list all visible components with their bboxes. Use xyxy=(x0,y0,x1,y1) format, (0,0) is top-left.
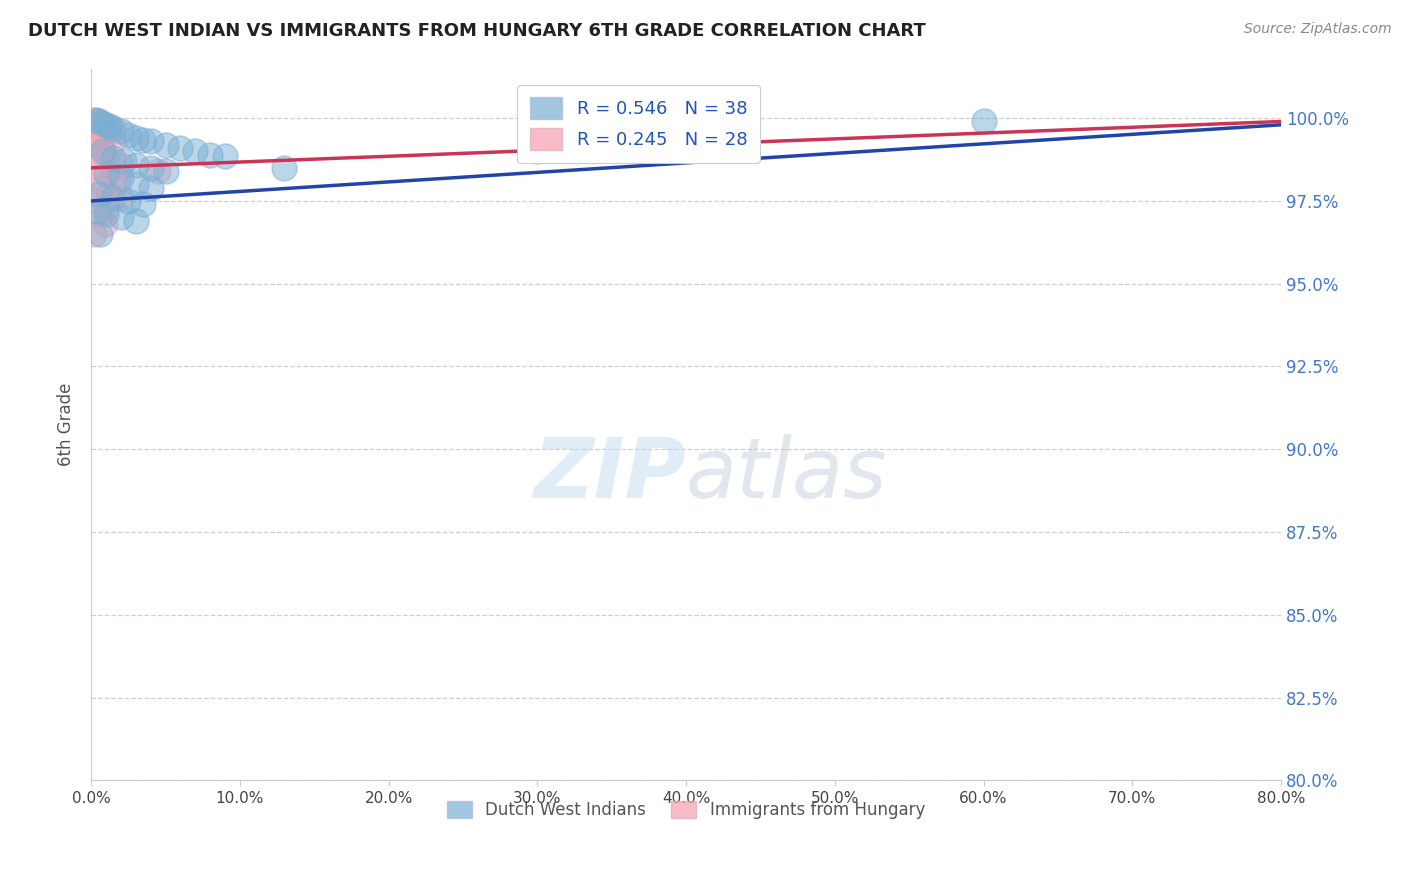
Point xyxy=(89,207,111,221)
Point xyxy=(84,112,107,127)
Point xyxy=(273,161,295,175)
Text: DUTCH WEST INDIAN VS IMMIGRANTS FROM HUNGARY 6TH GRADE CORRELATION CHART: DUTCH WEST INDIAN VS IMMIGRANTS FROM HUN… xyxy=(28,22,927,40)
Point xyxy=(103,121,125,136)
Point xyxy=(89,147,111,161)
Point xyxy=(107,174,129,188)
Point xyxy=(87,114,110,128)
Point xyxy=(91,141,114,155)
Point xyxy=(110,191,132,205)
Point xyxy=(98,121,121,136)
Y-axis label: 6th Grade: 6th Grade xyxy=(58,383,75,467)
Point xyxy=(146,164,169,178)
Point xyxy=(94,118,117,132)
Point xyxy=(84,124,107,138)
Point xyxy=(90,116,112,130)
Point xyxy=(110,170,132,185)
Point xyxy=(117,194,139,208)
Point xyxy=(184,145,207,159)
Point xyxy=(91,180,114,194)
Point xyxy=(91,118,114,132)
Point xyxy=(91,145,114,159)
Point xyxy=(139,161,162,175)
Point xyxy=(86,203,108,218)
Point xyxy=(110,211,132,225)
Point xyxy=(94,151,117,165)
Point xyxy=(87,187,110,202)
Point xyxy=(103,191,125,205)
Point xyxy=(94,120,117,134)
Point xyxy=(139,134,162,148)
Point xyxy=(94,168,117,182)
Point xyxy=(90,131,112,145)
Point xyxy=(83,227,105,241)
Point xyxy=(973,114,995,128)
Point xyxy=(86,194,108,208)
Point xyxy=(86,137,108,152)
Point xyxy=(125,157,148,171)
Point xyxy=(110,157,132,171)
Point xyxy=(125,178,148,192)
Point xyxy=(87,128,110,142)
Point xyxy=(125,131,148,145)
Text: ZIP: ZIP xyxy=(533,434,686,515)
Point xyxy=(155,164,177,178)
Point xyxy=(214,149,236,163)
Point xyxy=(125,214,148,228)
Point xyxy=(139,180,162,194)
Point xyxy=(94,201,117,215)
Point xyxy=(117,128,139,142)
Point xyxy=(103,134,125,148)
Point xyxy=(89,227,111,241)
Point xyxy=(132,197,155,211)
Point xyxy=(169,141,191,155)
Point xyxy=(87,170,110,185)
Point xyxy=(86,114,108,128)
Point xyxy=(98,120,121,134)
Point xyxy=(103,168,125,182)
Point xyxy=(84,161,107,175)
Point xyxy=(112,154,135,169)
Point xyxy=(94,207,117,221)
Point xyxy=(98,187,121,202)
Point xyxy=(155,137,177,152)
Text: atlas: atlas xyxy=(686,434,887,515)
Point xyxy=(198,147,221,161)
Point xyxy=(132,133,155,147)
Point xyxy=(89,116,111,130)
Text: Source: ZipAtlas.com: Source: ZipAtlas.com xyxy=(1244,22,1392,37)
Point xyxy=(93,217,115,231)
Point xyxy=(110,124,132,138)
Point xyxy=(103,151,125,165)
Point xyxy=(83,112,105,127)
Point xyxy=(526,145,548,159)
Legend: Dutch West Indians, Immigrants from Hungary: Dutch West Indians, Immigrants from Hung… xyxy=(440,794,932,825)
